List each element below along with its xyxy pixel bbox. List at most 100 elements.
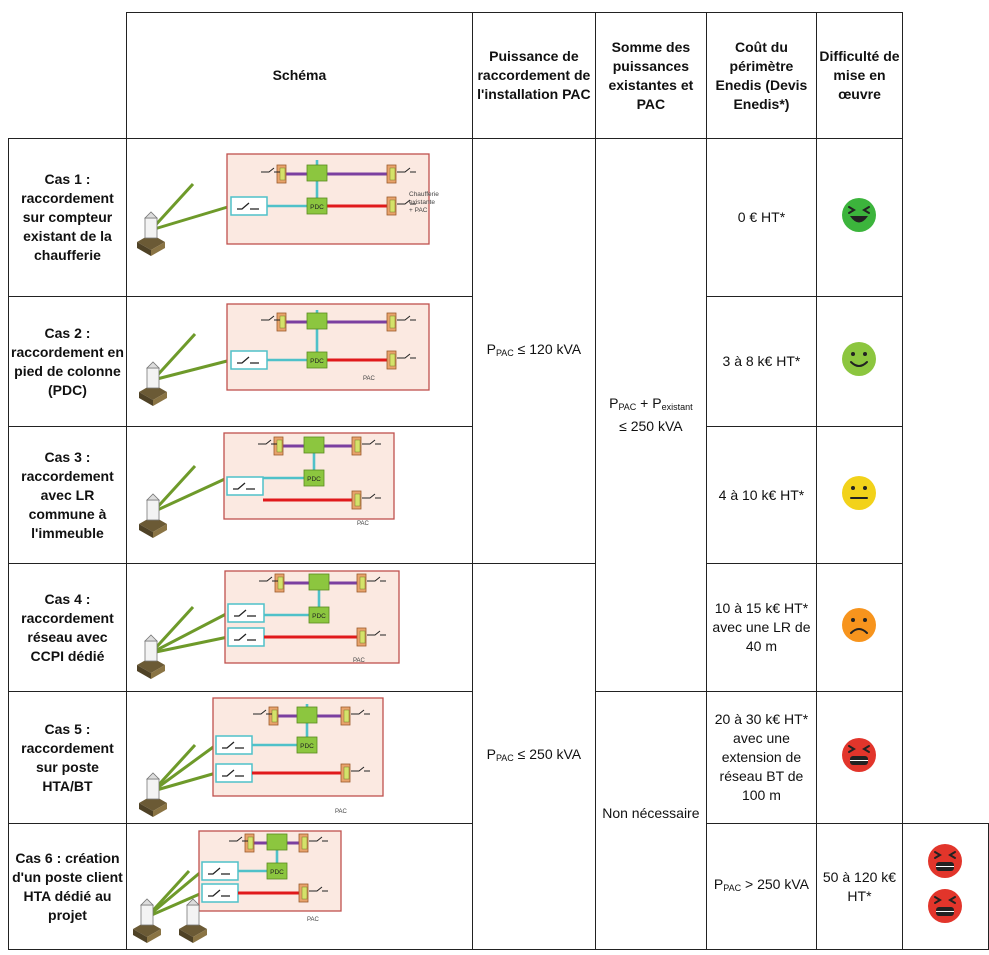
- feeder-line: [151, 464, 197, 513]
- meter-icon: [274, 573, 285, 592]
- pdc-box: [296, 736, 318, 753]
- breaker-symbol: [258, 576, 278, 581]
- meter-icon: [276, 312, 287, 331]
- schema-diagram-svg: PDC PAC: [138, 696, 384, 817]
- meter-icon: [298, 883, 309, 902]
- switch-box: [230, 195, 268, 216]
- power-group-120: PPAC ≤ 120 kVA: [471, 138, 596, 564]
- face-eyes: [934, 851, 956, 859]
- breaker-symbol: [308, 836, 328, 841]
- difficulty-face-icon: [841, 475, 876, 510]
- face-eye: [850, 485, 855, 490]
- face-circle: [928, 844, 962, 878]
- schema-diagram: PDC PAC: [125, 296, 473, 427]
- switch-box: [226, 475, 264, 496]
- face-eyes: [847, 745, 870, 753]
- feeder-line: [152, 771, 217, 792]
- case-row-6: Cas 6 : création d'un poste client HTA d…: [8, 823, 989, 950]
- difficulty-cell: [815, 691, 904, 824]
- feeder-line: [146, 891, 203, 918]
- pdc-box: [306, 164, 328, 181]
- breaker-symbol: [396, 315, 416, 320]
- meter-icon: [386, 196, 397, 215]
- header-difficulty: Difficulté de mise en œuvre: [815, 12, 904, 139]
- breaker-symbol: [366, 630, 386, 635]
- building-icon: [138, 771, 167, 817]
- pdc-box: [296, 706, 318, 723]
- breaker-symbol: [396, 353, 416, 358]
- diagram-note: existante: [409, 199, 435, 206]
- breaker-symbol: [350, 766, 370, 771]
- building-icon: [132, 897, 161, 943]
- schema-diagram-svg: PDC PAC: [138, 431, 395, 538]
- breaker-symbol: [252, 709, 272, 714]
- pdc-label: PDC: [310, 358, 324, 365]
- feeder-line: [152, 476, 228, 513]
- difficulty-face-icon: [841, 198, 876, 232]
- face-circle: [841, 475, 876, 510]
- pdc-box: [306, 351, 328, 368]
- header-sum: Somme des puissances existantes et PAC: [594, 12, 707, 139]
- pdc-box: [266, 833, 288, 850]
- schema-diagram: PDC Chaufferie existante + PAC: [125, 138, 473, 297]
- meter-icon: [386, 312, 397, 331]
- meter-icon: [386, 350, 397, 369]
- breaker-symbol: [361, 439, 381, 444]
- difficulty-cell: [902, 823, 989, 950]
- difficulty-cell: [815, 296, 904, 427]
- feeder-line: [150, 204, 232, 231]
- pdc-label: PDC: [307, 476, 321, 483]
- breaker-symbol: [396, 199, 416, 204]
- face-eye: [862, 485, 867, 490]
- diagram-note: PAC: [363, 376, 376, 382]
- diagram-note: PAC: [335, 809, 348, 815]
- difficulty-face-icon: [841, 342, 876, 376]
- corner-cell: [8, 12, 127, 139]
- difficulty-cell: [815, 426, 904, 564]
- breaker-symbol: [366, 576, 386, 581]
- case-title: Cas 6 : création d'un poste client HTA d…: [8, 823, 127, 950]
- sum-group-250: PPAC + Pexistant ≤ 250 kVA: [594, 138, 707, 692]
- switch-box: [227, 602, 265, 623]
- cost-value: 10 à 15 k€ HT* avec une LR de 40 m: [705, 563, 817, 692]
- face-mouth: [849, 628, 868, 634]
- cost-value: 3 à 8 k€ HT*: [705, 296, 817, 427]
- case-title: Cas 4 : raccordement réseau avec CCPI dé…: [8, 563, 127, 692]
- diagram-note: PAC: [353, 658, 366, 664]
- breaker-symbol: [260, 315, 280, 320]
- face-eye: [850, 352, 855, 356]
- case-title: Cas 2 : raccordement en pied de colonne …: [8, 296, 127, 427]
- pdc-box: [303, 469, 325, 486]
- schema-diagram: PDC PAC: [125, 563, 473, 692]
- breaker-symbol: [361, 493, 381, 498]
- switch-box: [215, 762, 253, 783]
- meter-icon: [340, 763, 351, 782]
- feeder-line: [152, 743, 217, 792]
- pdc-box: [308, 573, 330, 590]
- difficulty-face-icon: [841, 608, 876, 642]
- meter-icon: [351, 490, 362, 509]
- diagram-note: PAC: [357, 521, 370, 527]
- cost-value: 20 à 30 k€ HT* avec une extension de rés…: [705, 691, 817, 824]
- case-title: Cas 1 : raccordement sur compteur exista…: [8, 138, 127, 297]
- schema-diagram-svg: PDC PAC: [138, 302, 430, 406]
- feeder-line: [150, 635, 229, 654]
- face-eye: [862, 618, 867, 622]
- switch-box: [215, 734, 253, 755]
- meter-icon: [340, 706, 351, 725]
- face-circle: [841, 738, 876, 772]
- breaker-symbol: [308, 886, 328, 891]
- case-row-2: Cas 2 : raccordement en pied de colonne …: [8, 296, 989, 427]
- meter-icon: [351, 436, 362, 455]
- face-circle: [928, 889, 962, 923]
- case-row-4: Cas 4 : raccordement réseau avec CCPI dé…: [8, 563, 989, 950]
- breaker-symbol: [260, 167, 280, 172]
- pdc-label: PDC: [312, 613, 326, 620]
- pdc-box: [266, 862, 288, 879]
- breaker-symbol: [350, 709, 370, 714]
- meter-icon: [356, 573, 367, 592]
- meter-icon: [386, 164, 397, 183]
- case-row-1: Cas 1 : raccordement sur compteur exista…: [8, 138, 989, 692]
- header-cost: Coût du périmètre Enedis (Devis Enedis*): [705, 12, 817, 139]
